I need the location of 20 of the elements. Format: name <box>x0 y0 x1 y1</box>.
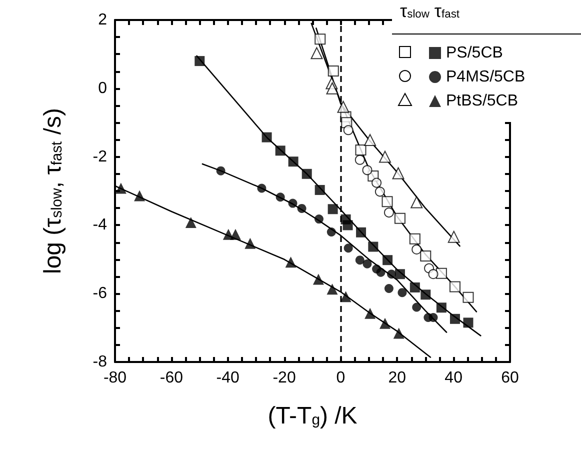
y-tick-label: 2 <box>98 12 108 28</box>
legend-label: PS/5CB <box>446 44 503 62</box>
x-tick-label: -60 <box>160 370 184 386</box>
legend-title: τslow τfast <box>400 1 460 21</box>
x-tick-label: 20 <box>388 370 406 386</box>
y-tick-label: 0 <box>98 80 108 97</box>
x-tick-label: 60 <box>501 370 519 386</box>
x-tick-label: 40 <box>444 370 463 386</box>
x-tick-label: -20 <box>272 370 296 386</box>
legend-label: P4MS/5CB <box>446 68 526 86</box>
y-tick-label: -2 <box>92 148 108 166</box>
x-tick-label: -80 <box>103 370 127 386</box>
y-tick-label: -6 <box>92 285 108 302</box>
x-tick-label: -40 <box>216 370 240 386</box>
x-tick-label: 0 <box>336 370 346 386</box>
y-axis-title: log (τslow, τfast /s) <box>40 108 66 274</box>
x-axis-title: (T-Tg) /K <box>268 402 358 430</box>
y-tick-label: -4 <box>92 216 108 234</box>
y-tick-label: -8 <box>92 354 108 370</box>
legend-label: PtBS/5CB <box>446 92 518 110</box>
